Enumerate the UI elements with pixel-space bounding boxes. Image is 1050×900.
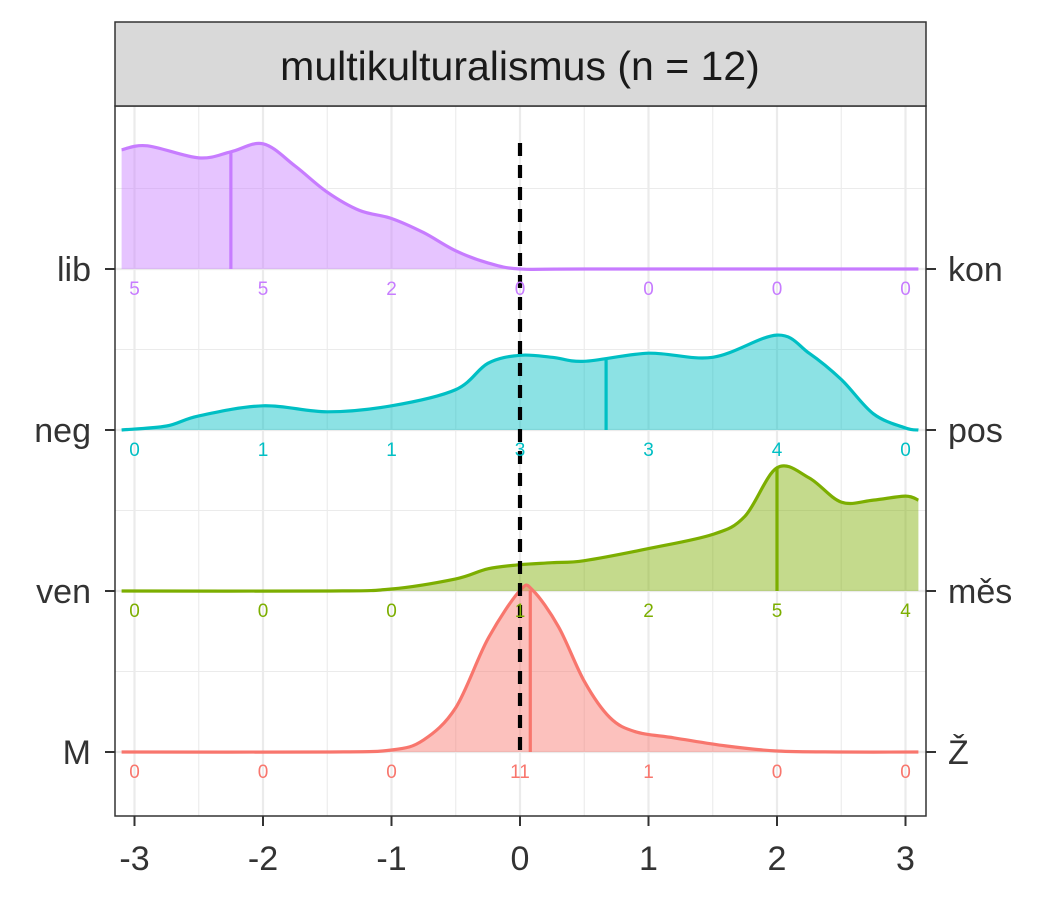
count-label: 4 xyxy=(900,601,911,622)
count-label: 0 xyxy=(900,762,911,783)
y-label-right: měs xyxy=(948,573,1012,611)
count-label: 0 xyxy=(772,762,783,783)
count-label: 0 xyxy=(258,762,269,783)
density-area xyxy=(121,465,919,592)
count-label: 0 xyxy=(258,601,269,622)
count-label: 1 xyxy=(258,440,269,461)
count-label: 0 xyxy=(386,762,397,783)
count-label: 0 xyxy=(900,440,911,461)
count-label: 2 xyxy=(386,279,397,300)
x-tick-label: -2 xyxy=(248,840,278,878)
x-tick-label: 0 xyxy=(511,840,530,878)
count-label: 1 xyxy=(515,601,526,622)
count-label: 0 xyxy=(129,601,140,622)
count-label: 2 xyxy=(643,601,654,622)
x-tick-label: -3 xyxy=(119,840,149,878)
density-line xyxy=(121,583,919,754)
y-label-right: kon xyxy=(948,251,1003,289)
density-line xyxy=(121,333,919,432)
chart-title: multikulturalismus (n = 12) xyxy=(280,43,760,89)
density-area xyxy=(121,143,919,270)
x-tick-label: 2 xyxy=(768,840,787,878)
y-label-right: pos xyxy=(948,412,1003,450)
count-label: 5 xyxy=(772,601,783,622)
count-label: 11 xyxy=(510,762,530,783)
x-tick-label: 3 xyxy=(896,840,915,878)
count-label: 1 xyxy=(643,762,654,783)
density-line xyxy=(121,464,920,593)
y-label-left: lib xyxy=(57,251,91,289)
count-label: 3 xyxy=(643,440,654,461)
density-line xyxy=(121,141,919,272)
x-tick-label: 1 xyxy=(639,840,658,878)
density-area xyxy=(121,335,919,430)
count-label: 0 xyxy=(129,762,140,783)
strip-background xyxy=(114,21,927,107)
count-label: 0 xyxy=(386,601,397,622)
count-label: 5 xyxy=(129,279,140,300)
count-label: 0 xyxy=(772,279,783,300)
density-area xyxy=(121,585,919,753)
count-label: 3 xyxy=(515,440,526,461)
y-label-left: M xyxy=(63,734,91,772)
ridges xyxy=(121,141,920,754)
count-label: 4 xyxy=(772,440,783,461)
count-label: 5 xyxy=(258,279,269,300)
y-label-left: ven xyxy=(36,573,91,611)
count-label: 0 xyxy=(643,279,654,300)
count-label: 0 xyxy=(129,440,140,461)
count-label: 1 xyxy=(386,440,397,461)
count-label: 0 xyxy=(515,279,526,300)
y-label-right: Ž xyxy=(948,734,969,772)
count-label: 0 xyxy=(900,279,911,300)
facet-strip: multikulturalismus (n = 12) xyxy=(114,21,927,107)
count-labels: 5 5 2 0 0 0 00 1 1 3 3 4 00 0 0 1 2 5 40 0 0 11 1 0 0 xyxy=(129,279,911,783)
x-tick-label: -1 xyxy=(376,840,406,878)
y-label-left: neg xyxy=(34,412,91,450)
